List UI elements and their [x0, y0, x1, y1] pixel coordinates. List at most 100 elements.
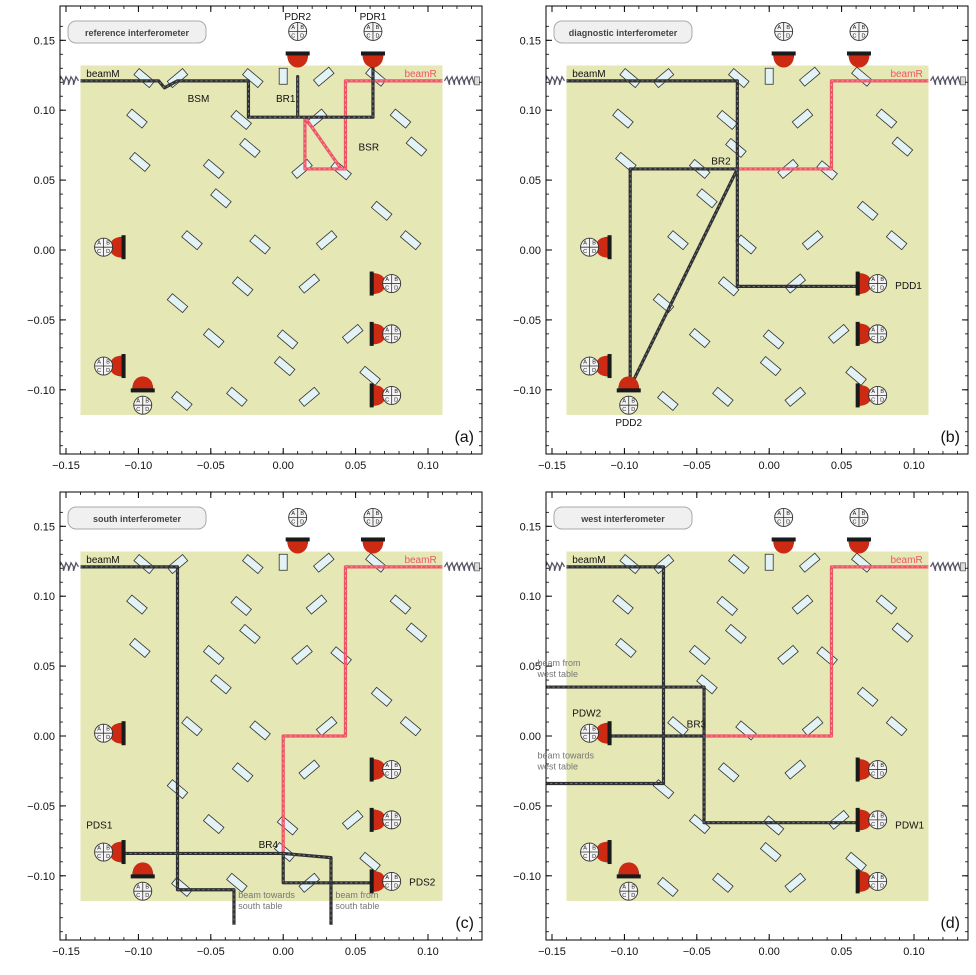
- mirror-icon: [273, 355, 296, 377]
- svg-text:A: A: [367, 511, 371, 517]
- beam-label: beamM: [86, 555, 119, 566]
- svg-text:A: A: [367, 25, 371, 31]
- svg-text:D: D: [861, 33, 865, 39]
- x-tick-label: 0.10: [417, 460, 438, 472]
- beam-measurement: [80, 62, 375, 119]
- x-tick-label: 0.05: [345, 460, 366, 472]
- mirror-icon: [856, 200, 879, 221]
- svg-text:B: B: [880, 277, 884, 283]
- mirror-icon: [716, 109, 739, 131]
- mirror-icon: [126, 594, 148, 615]
- svg-text:B: B: [376, 25, 380, 31]
- mirror-icon: [298, 273, 321, 294]
- quadrant-detector-icon: A BC D: [94, 842, 114, 862]
- x-tick-label: 0.10: [417, 946, 438, 958]
- mirror-icon: [667, 716, 689, 737]
- mirror-icon: [885, 230, 908, 251]
- y-tick-label: −0.05: [513, 801, 541, 813]
- svg-text:D: D: [880, 336, 884, 342]
- quadrant-detector-icon: A BC D: [849, 508, 869, 527]
- mirror-icon: [312, 66, 335, 87]
- svg-text:A: A: [583, 241, 587, 247]
- svg-text:A: A: [385, 327, 389, 333]
- svg-text:C: C: [583, 854, 587, 860]
- svg-text:B: B: [394, 813, 398, 819]
- mirror-icon: [657, 876, 679, 898]
- mirror-icon: [126, 108, 148, 129]
- svg-text:C: C: [871, 397, 875, 403]
- mirror-icon: [827, 323, 850, 344]
- svg-text:D: D: [861, 519, 865, 525]
- panel-title-text: west interferometer: [580, 514, 665, 524]
- y-tick-label: 0.00: [34, 245, 55, 257]
- annotation: beam from south table: [335, 890, 379, 911]
- mirror-icon: [657, 390, 679, 412]
- photodiode-icon: [846, 51, 871, 68]
- component-label: PDR2: [284, 12, 311, 23]
- svg-text:B: B: [880, 875, 884, 881]
- mirror-icon: [239, 137, 261, 159]
- y-tick-label: 0.15: [520, 521, 541, 533]
- svg-text:C: C: [385, 883, 389, 889]
- quadrant-detector-icon: A BC D: [868, 274, 888, 294]
- x-tick-label: 0.10: [903, 946, 924, 958]
- y-tick-label: −0.05: [27, 315, 55, 327]
- svg-text:A: A: [385, 763, 389, 769]
- mirror-icon: [231, 276, 254, 297]
- svg-text:C: C: [777, 519, 781, 525]
- quadrant-detector-icon: A BC D: [868, 385, 888, 405]
- mirror-icon: [171, 390, 193, 412]
- quadrant-detector-icon: A BC D: [363, 508, 383, 527]
- y-tick-label: 0.05: [34, 661, 55, 673]
- mirror-icon: [166, 553, 189, 575]
- photodiode-icon: [771, 51, 796, 68]
- quadrant-detector-icon: A BC D: [382, 324, 402, 344]
- svg-text:B: B: [106, 241, 110, 247]
- photodiode-icon: [616, 376, 641, 393]
- svg-text:C: C: [871, 883, 875, 889]
- svg-text:D: D: [375, 519, 379, 525]
- panel-b: A BC DA BC DA BC DA BC DA BC DA BC DA BC DA BC Ddiagnost…: [513, 5, 969, 472]
- svg-text:A: A: [853, 25, 857, 31]
- svg-text:B: B: [880, 327, 884, 333]
- x-tick-label: 0.00: [272, 460, 293, 472]
- photodiode-icon: [109, 721, 126, 746]
- x-tick-label: −0.05: [683, 946, 711, 958]
- component-label: BR1: [276, 94, 296, 105]
- spring-mount-icon: [443, 561, 480, 572]
- mirror-icon: [129, 151, 151, 172]
- svg-text:A: A: [97, 241, 101, 247]
- y-tick-label: 0.15: [34, 521, 55, 533]
- photodiode-icon: [855, 757, 872, 782]
- panel-title: reference interferometer: [67, 20, 207, 44]
- svg-text:A: A: [777, 511, 781, 517]
- panel-title: west interferometer: [553, 506, 693, 530]
- mirror-icon: [298, 386, 321, 407]
- spring-mount-icon: [546, 561, 566, 572]
- y-tick-label: 0.10: [34, 591, 55, 603]
- svg-text:C: C: [852, 519, 856, 525]
- component-label: BR4: [259, 840, 279, 851]
- quadrant-detector-icon: A BC D: [133, 881, 153, 901]
- svg-text:C: C: [385, 286, 389, 292]
- svg-text:C: C: [385, 397, 389, 403]
- svg-text:D: D: [592, 735, 596, 741]
- svg-text:B: B: [106, 727, 110, 733]
- photodiode-icon: [369, 321, 386, 346]
- mirror-icon: [230, 109, 253, 131]
- svg-text:C: C: [366, 519, 370, 525]
- quadrant-detector-icon: A BC D: [580, 842, 600, 862]
- panel-letter: (b): [940, 429, 960, 446]
- mirror-icon: [759, 841, 782, 863]
- svg-text:C: C: [97, 854, 101, 860]
- x-tick-label: 0.05: [831, 946, 852, 958]
- y-tick-label: 0.10: [34, 105, 55, 117]
- component-label: PDW2: [572, 708, 601, 719]
- mirror-icon: [370, 200, 393, 221]
- axes-frame: [59, 5, 483, 455]
- quadrant-detector-icon: A BC D: [382, 871, 402, 891]
- svg-text:D: D: [106, 249, 110, 255]
- svg-text:C: C: [97, 249, 101, 255]
- svg-text:B: B: [394, 389, 398, 395]
